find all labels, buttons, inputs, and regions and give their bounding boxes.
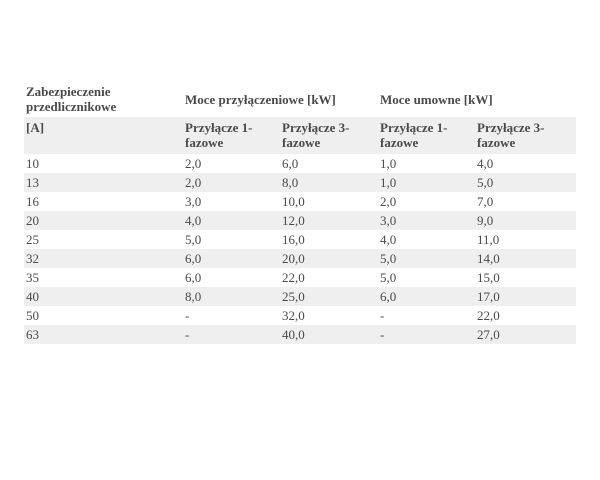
data-cell: 6,0 bbox=[282, 156, 299, 171]
data-cell: 1,0 bbox=[378, 173, 476, 192]
data-row: 32 6,0 20,0 5,0 14,0 bbox=[24, 249, 577, 268]
data-cell: 13 bbox=[24, 173, 183, 192]
data-cell: 4,0 bbox=[380, 232, 397, 247]
data-cell: 10 bbox=[26, 156, 39, 171]
data-row: 35 6,0 22,0 5,0 15,0 bbox=[24, 268, 576, 287]
data-row: 13 2,0 8,0 1,0 5,0 bbox=[24, 173, 577, 192]
data-cell: 8,0 bbox=[280, 173, 379, 192]
subheader-row: [A] Przyłącze 1-fazowe Przyłącze 3-fazow… bbox=[24, 117, 577, 154]
data-row: 16 3,0 10,0 2,0 7,0 bbox=[24, 192, 576, 211]
subheader-cell: Przyłącze 3-fazowe bbox=[475, 117, 577, 154]
header-cell: Zabezpieczenie przedlicznikowe bbox=[26, 84, 117, 114]
data-cell: 5,0 bbox=[380, 270, 397, 285]
data-cell: 35 bbox=[26, 270, 39, 285]
data-cell: 4,0 bbox=[183, 211, 280, 230]
data-cell: 22,0 bbox=[477, 308, 500, 323]
data-cell: 50 bbox=[26, 308, 39, 323]
data-row: 63-40,0-27,0 bbox=[24, 325, 577, 344]
data-cell: 32 bbox=[24, 249, 183, 268]
data-cell: 32,0 bbox=[282, 308, 305, 323]
data-row: 10 2,0 6,0 1,0 4,0 bbox=[24, 154, 576, 173]
subheader-cell: Przyłącze 1-fazowe bbox=[378, 117, 476, 154]
data-cell: 2,0 bbox=[185, 156, 202, 171]
data-cell: 5,0 bbox=[185, 232, 202, 247]
data-cell: 5,0 bbox=[378, 249, 476, 268]
data-row: 40 8,0 25,0 6,0 17,0 bbox=[24, 287, 577, 306]
data-cell: 9,0 bbox=[475, 211, 577, 230]
subheader-cell: Przyłącze 1-fazowe bbox=[183, 117, 280, 154]
data-cell: - bbox=[183, 325, 280, 344]
data-cell: 11,0 bbox=[477, 232, 500, 247]
data-cell: 7,0 bbox=[477, 194, 494, 209]
subheader-cell: Przyłącze 3-fazowe bbox=[280, 117, 379, 154]
data-cell: 1,0 bbox=[380, 156, 397, 171]
data-cell: 3,0 bbox=[378, 211, 476, 230]
data-row: 50 - 32,0 - 22,0 bbox=[24, 306, 576, 325]
data-row: 25 5,0 16,0 4,0 11,0 bbox=[24, 230, 576, 249]
data-cell: 22,0 bbox=[282, 270, 305, 285]
data-cell: 6,0 bbox=[378, 287, 476, 306]
data-cell: 27,0 bbox=[475, 325, 577, 344]
data-cell: 40 bbox=[24, 287, 183, 306]
header-group: Moce umowne [kW] bbox=[380, 92, 493, 107]
data-cell: 25 bbox=[26, 232, 39, 247]
data-cell: 15,0 bbox=[477, 270, 500, 285]
power-table: Zabezpieczenie przedlicznikowe Moce przy… bbox=[24, 82, 577, 344]
data-cell: 63 bbox=[24, 325, 183, 344]
header-row: Zabezpieczenie przedlicznikowe Moce przy… bbox=[24, 82, 576, 117]
subheader-cell: [A] bbox=[24, 117, 183, 154]
data-cell: 16 bbox=[26, 194, 39, 209]
data-cell: - bbox=[380, 308, 385, 323]
data-cell: 20,0 bbox=[280, 249, 379, 268]
data-cell: 25,0 bbox=[280, 287, 379, 306]
data-cell: 6,0 bbox=[183, 249, 280, 268]
data-cell: 5,0 bbox=[475, 173, 577, 192]
data-cell: 8,0 bbox=[183, 287, 280, 306]
data-cell: 12,0 bbox=[280, 211, 379, 230]
data-cell: 2,0 bbox=[380, 194, 397, 209]
data-cell: - bbox=[185, 308, 190, 323]
data-cell: 6,0 bbox=[185, 270, 202, 285]
data-cell: 2,0 bbox=[183, 173, 280, 192]
data-cell: 17,0 bbox=[475, 287, 577, 306]
data-cell: 20 bbox=[24, 211, 183, 230]
data-row: 20 4,0 12,0 3,0 9,0 bbox=[24, 211, 577, 230]
data-cell: 14,0 bbox=[475, 249, 577, 268]
data-cell: 3,0 bbox=[185, 194, 202, 209]
data-cell: 16,0 bbox=[282, 232, 305, 247]
data-cell: - bbox=[378, 325, 476, 344]
data-cell: 10,0 bbox=[282, 194, 305, 209]
header-group: Moce przyłączeniowe [kW] bbox=[185, 92, 336, 107]
data-cell: 40,0 bbox=[280, 325, 379, 344]
data-cell: 4,0 bbox=[477, 156, 494, 171]
table-body: Zabezpieczenie przedlicznikowe Moce przy… bbox=[24, 82, 577, 344]
